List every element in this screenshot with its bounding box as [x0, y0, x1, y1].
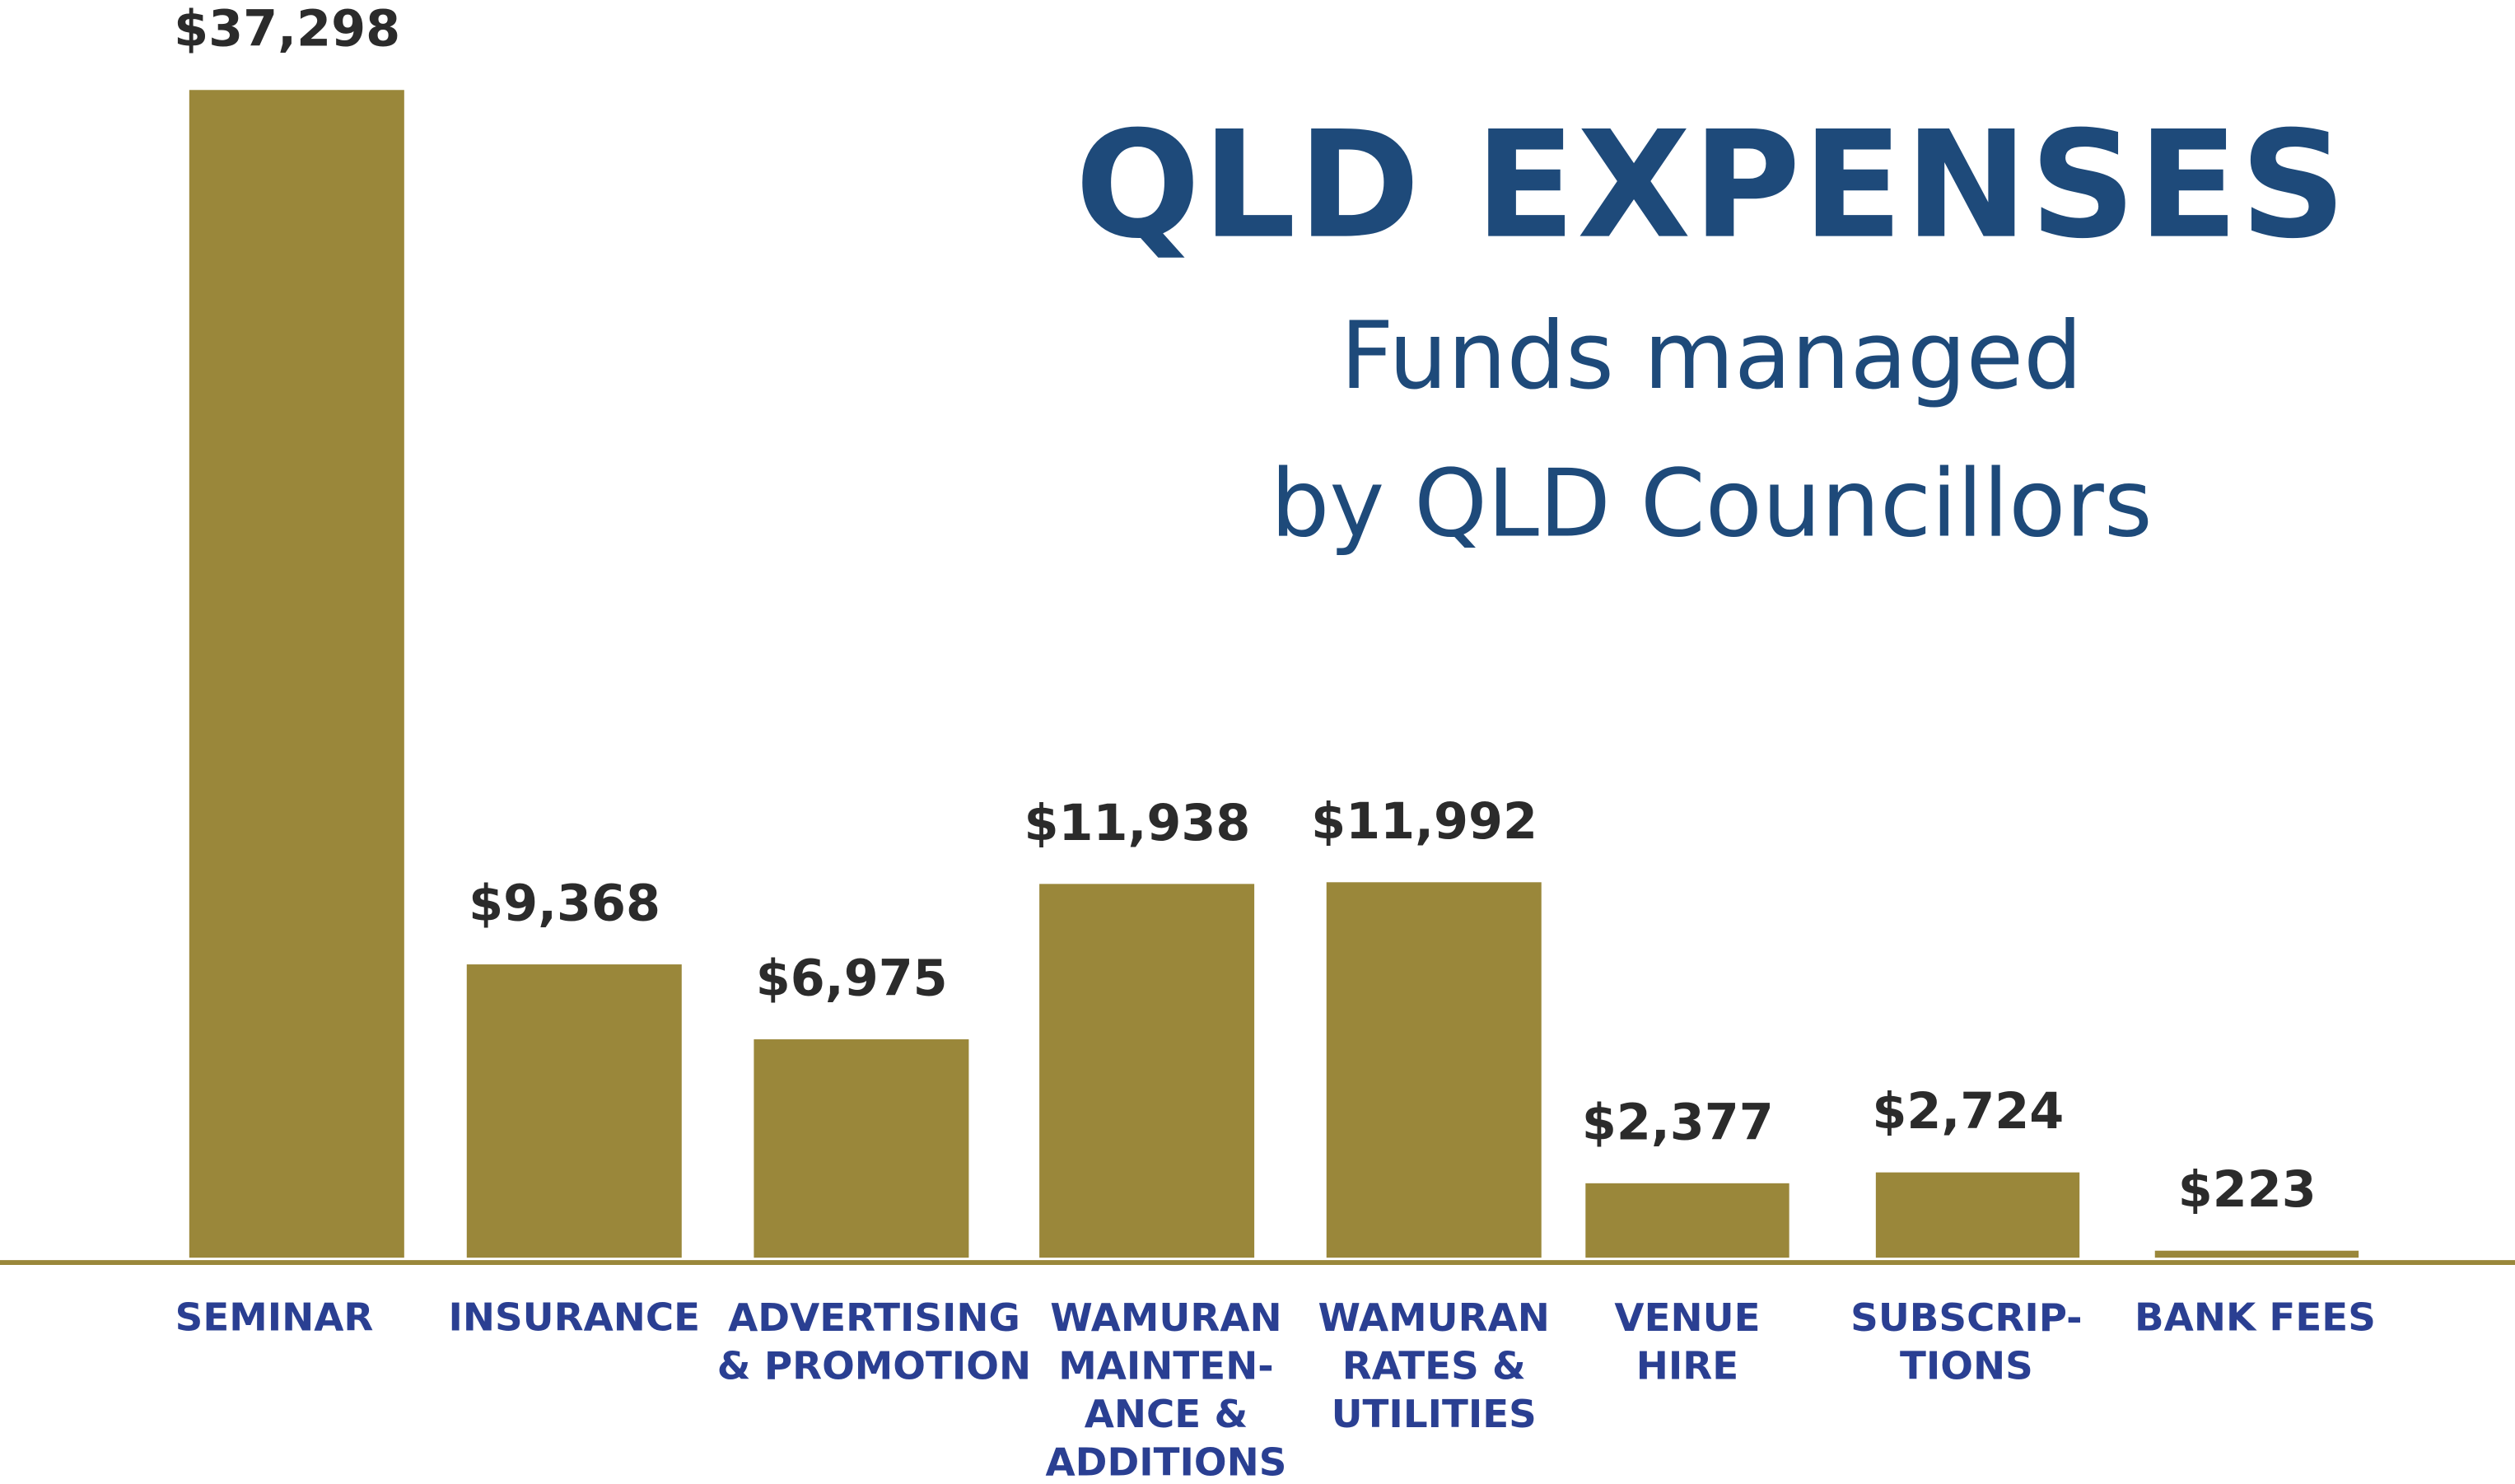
value-label: $11,992 [1311, 793, 1537, 851]
bar [1875, 1172, 2080, 1258]
value-label: $6,975 [756, 950, 948, 1008]
bar [1326, 882, 1542, 1258]
value-label: $11,938 [1024, 795, 1250, 852]
value-label: $223 [2178, 1161, 2317, 1219]
bar [1039, 884, 1255, 1258]
bar [1585, 1183, 1789, 1258]
value-label: $2,724 [1872, 1083, 2064, 1141]
bar [189, 90, 404, 1258]
bar [2154, 1250, 2359, 1258]
value-label: $2,377 [1582, 1094, 1774, 1151]
x-tick-label: SUBSCRIP-TIONS [1850, 1296, 2082, 1388]
chart-title: QLD EXPENSES [1075, 100, 2348, 272]
value-label: $9,368 [469, 875, 660, 933]
value-label: $37,298 [174, 1, 400, 58]
chart-subtitle: Funds managed [1341, 301, 2083, 410]
x-tick-label: VENUE HIRE [1614, 1296, 1760, 1388]
x-tick-label: ADVERTISING & PROMOTION [717, 1296, 1031, 1388]
x-tick-label: BANK FEES [2135, 1296, 2376, 1341]
x-tick-label: WAMURAN MAINTEN-ANCE & ADDITIONS [1046, 1296, 1287, 1484]
x-tick-label: WAMURAN RATES & UTILITIES [1318, 1296, 1550, 1437]
x-tick-label: INSURANCE [448, 1296, 700, 1341]
bar [754, 1039, 969, 1258]
chart-subtitle: by QLD Councillors [1271, 449, 2153, 558]
x-tick-label: SEMINAR [175, 1296, 374, 1341]
bar [466, 964, 682, 1258]
